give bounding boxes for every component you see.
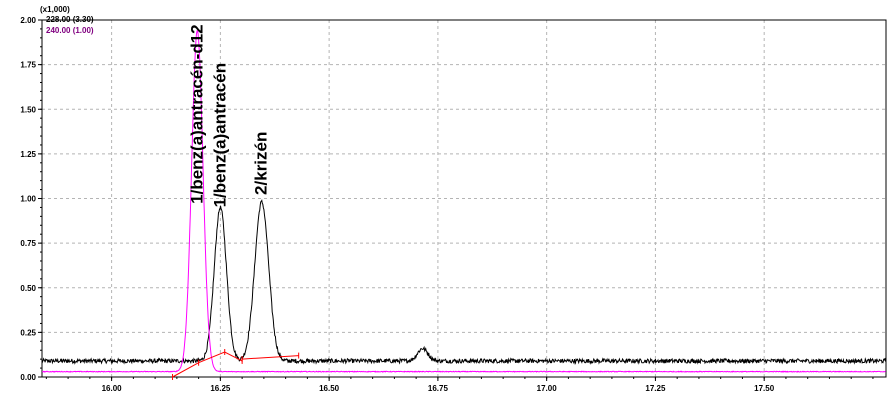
x-tick-label: 16.50	[319, 384, 340, 393]
y-tick-label: 1.25	[20, 150, 36, 159]
y-tick-label: 2.00	[20, 16, 36, 25]
x-tick-label: 16.75	[428, 384, 449, 393]
series-line	[41, 30, 886, 373]
peak-label: 1/benz(a)antracén	[210, 63, 229, 208]
axes: 16.00 16.25 16.50 16.75 17.00 17.25 17.50 0.00 0…	[20, 16, 887, 393]
y-tick-label: 0.00	[20, 373, 36, 382]
peak-labels: 1/benz(a)antracén-d12 1/benz(a)antracén 2/…	[187, 24, 270, 207]
peak-label: 2/krizén	[252, 132, 271, 195]
y-tick-label: 0.75	[20, 239, 36, 248]
x-tick-label: 17.00	[537, 384, 558, 393]
integration-line	[172, 351, 243, 378]
legend-entry-black: 228.00 (3.30)	[46, 15, 94, 24]
y-tick-label: 0.50	[20, 284, 36, 293]
y-tick-label: 0.25	[20, 328, 36, 337]
peak-label: 1/benz(a)antracén-d12	[187, 24, 206, 204]
y-tick-label: 1.00	[20, 195, 36, 204]
integration-lines	[172, 349, 300, 380]
x-tick-label: 17.50	[754, 384, 775, 393]
x-tick-label: 17.25	[645, 384, 666, 393]
x-tick-label: 16.25	[210, 384, 231, 393]
y-tick-label: 1.75	[20, 61, 36, 70]
legend-entry-magenta: 240.00 (1.00)	[46, 26, 94, 35]
multiplier-label: (x1,000)	[40, 5, 70, 14]
series-layer	[41, 30, 887, 373]
integration-line	[242, 355, 299, 360]
x-tick-label: 16.00	[102, 384, 123, 393]
y-tick-label: 1.50	[20, 105, 36, 114]
